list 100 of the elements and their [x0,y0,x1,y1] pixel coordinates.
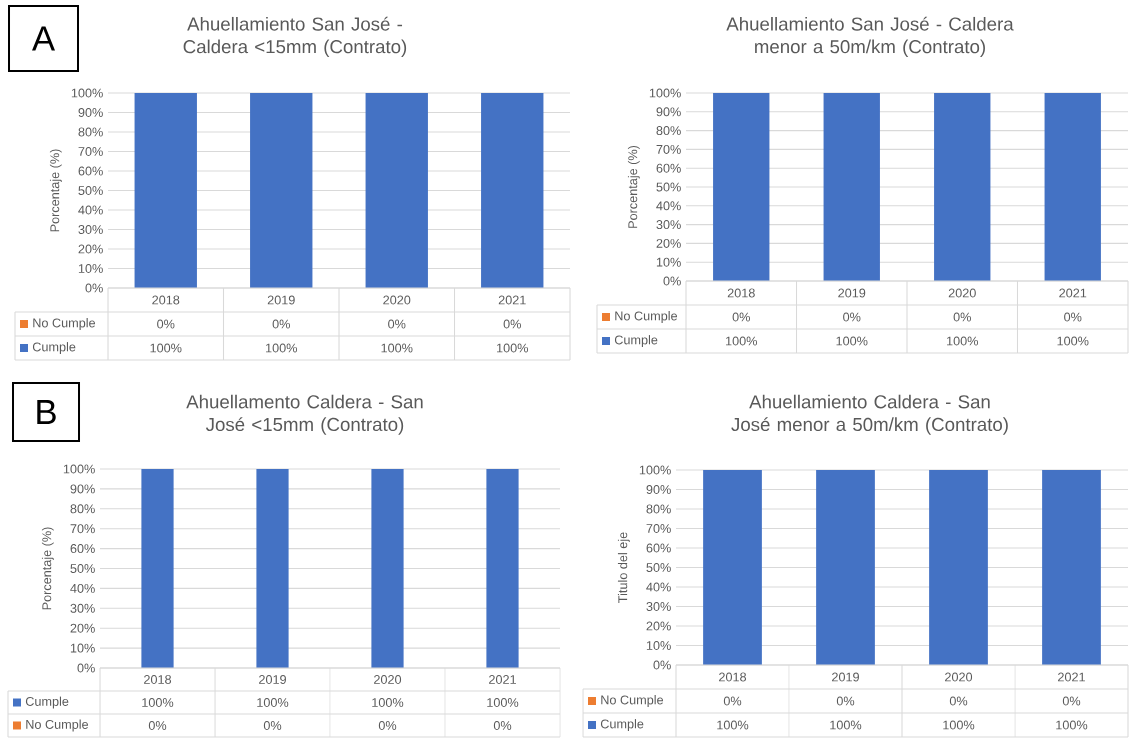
y-tick-label: 10% [646,641,671,650]
y-tick-label: 20% [656,238,681,248]
data-label: 100% [830,720,862,730]
y-tick-label: 80% [646,504,671,514]
data-label: 100% [726,336,757,346]
y-tick-label: 0% [85,283,103,293]
data-label: 0% [953,312,971,322]
x-tick-label: 2020 [948,288,976,298]
legend-label: No Cumple [26,719,89,732]
y-tick-label: 100% [63,464,95,474]
x-tick-label: 2018 [144,675,172,684]
y-tick-label: 90% [656,107,681,117]
y-tick-label: 10% [656,257,681,267]
data-label: 0% [148,721,167,730]
y-tick-label: 40% [70,583,95,593]
data-label: 100% [487,698,519,707]
legend-label: Cumple [25,696,69,709]
y-tick-label: 60% [646,543,671,553]
x-tick-label: 2020 [383,295,411,305]
y-axis-title: Titulo del eje [617,532,630,603]
x-tick-label: 2019 [832,672,859,682]
y-tick-label: 60% [70,544,95,554]
data-label: 0% [157,319,175,329]
x-tick-label: 2018 [727,288,755,298]
x-tick-label: 2019 [259,675,286,684]
y-tick-label: 20% [646,621,671,631]
chart-title: Ahuellamiento San José - Caldera <15mm (Contrato) [183,16,407,57]
chart-title: Ahuellamiento Caldera - San José menor a 50m/km (Contrato) [731,394,1008,435]
y-axis-title: Porcentaje (%) [627,145,640,228]
legend-label: Cumple [32,342,76,354]
y-tick-label: 0% [663,276,681,286]
y-axis-title: Porcentaje (%) [49,149,62,232]
y-tick-label: 60% [78,166,103,176]
y-tick-label: 0% [653,660,671,670]
data-label: 0% [723,696,742,706]
data-label: 100% [497,343,528,353]
data-label: 100% [381,343,413,353]
data-label: 100% [947,336,978,346]
y-tick-label: 60% [656,163,681,173]
data-label: 100% [372,698,404,707]
data-label: 0% [378,721,397,730]
data-label: 0% [388,319,406,329]
data-label: 0% [263,721,282,730]
x-tick-label: 2020 [374,675,402,684]
chart-title: Ahuellamento Caldera - San José <15mm (Contrato) [186,394,423,435]
data-label: 0% [843,312,861,322]
x-tick-label: 2019 [267,295,295,305]
y-tick-label: 70% [70,524,95,534]
data-label: 0% [503,319,521,329]
x-tick-label: 2021 [1058,672,1085,682]
data-label: 0% [949,696,968,706]
y-tick-label: 80% [78,127,103,137]
y-tick-label: 0% [77,663,95,673]
legend-label: No Cumple [33,318,96,330]
y-axis-title: Porcentaje (%) [41,527,54,610]
chart-title: Ahuellamiento San José - Caldera menor a 50m/km (Contrato) [726,16,1014,57]
text: A [32,26,56,51]
data-label: 100% [257,698,289,707]
y-tick-label: 100% [639,465,671,475]
data-label: 100% [1056,720,1088,730]
data-label: 100% [1057,336,1089,346]
x-tick-label: 2021 [1059,288,1087,298]
data-label: 0% [1064,312,1082,322]
y-tick-label: 20% [78,244,103,254]
y-tick-label: 70% [646,524,671,533]
y-tick-label: 50% [78,186,103,195]
y-tick-label: 10% [78,264,103,273]
text: B [37,400,56,424]
x-tick-label: 2021 [489,675,516,684]
data-label: 100% [717,720,749,730]
y-tick-label: 50% [646,563,671,572]
y-tick-label: 100% [71,88,103,98]
data-label: 100% [266,343,297,353]
y-tick-label: 40% [78,205,103,215]
y-tick-label: 30% [656,220,681,230]
legend-label: No Cumple [601,695,664,707]
y-tick-label: 10% [70,643,95,653]
data-label: 0% [732,312,750,322]
y-tick-label: 50% [70,564,95,573]
legend-label: Cumple [614,335,658,347]
y-tick-label: 80% [70,504,95,514]
x-tick-label: 2021 [498,295,526,305]
y-tick-label: 40% [656,201,681,211]
data-label: 100% [150,343,182,353]
y-tick-label: 20% [70,623,95,633]
data-label: 0% [493,721,512,730]
data-label: 100% [142,698,174,707]
y-tick-label: 80% [656,126,681,136]
y-tick-label: 90% [70,484,95,494]
x-tick-label: 2018 [719,672,747,682]
y-tick-label: 40% [646,582,671,592]
y-tick-label: 70% [656,144,681,154]
y-tick-label: 30% [70,603,95,613]
x-tick-label: 2020 [945,672,973,682]
y-tick-label: 100% [649,88,681,98]
data-label: 0% [836,696,855,706]
y-tick-label: 90% [646,485,671,494]
x-tick-label: 2018 [152,295,180,305]
y-tick-label: 30% [78,225,103,234]
data-label: 0% [272,319,290,329]
